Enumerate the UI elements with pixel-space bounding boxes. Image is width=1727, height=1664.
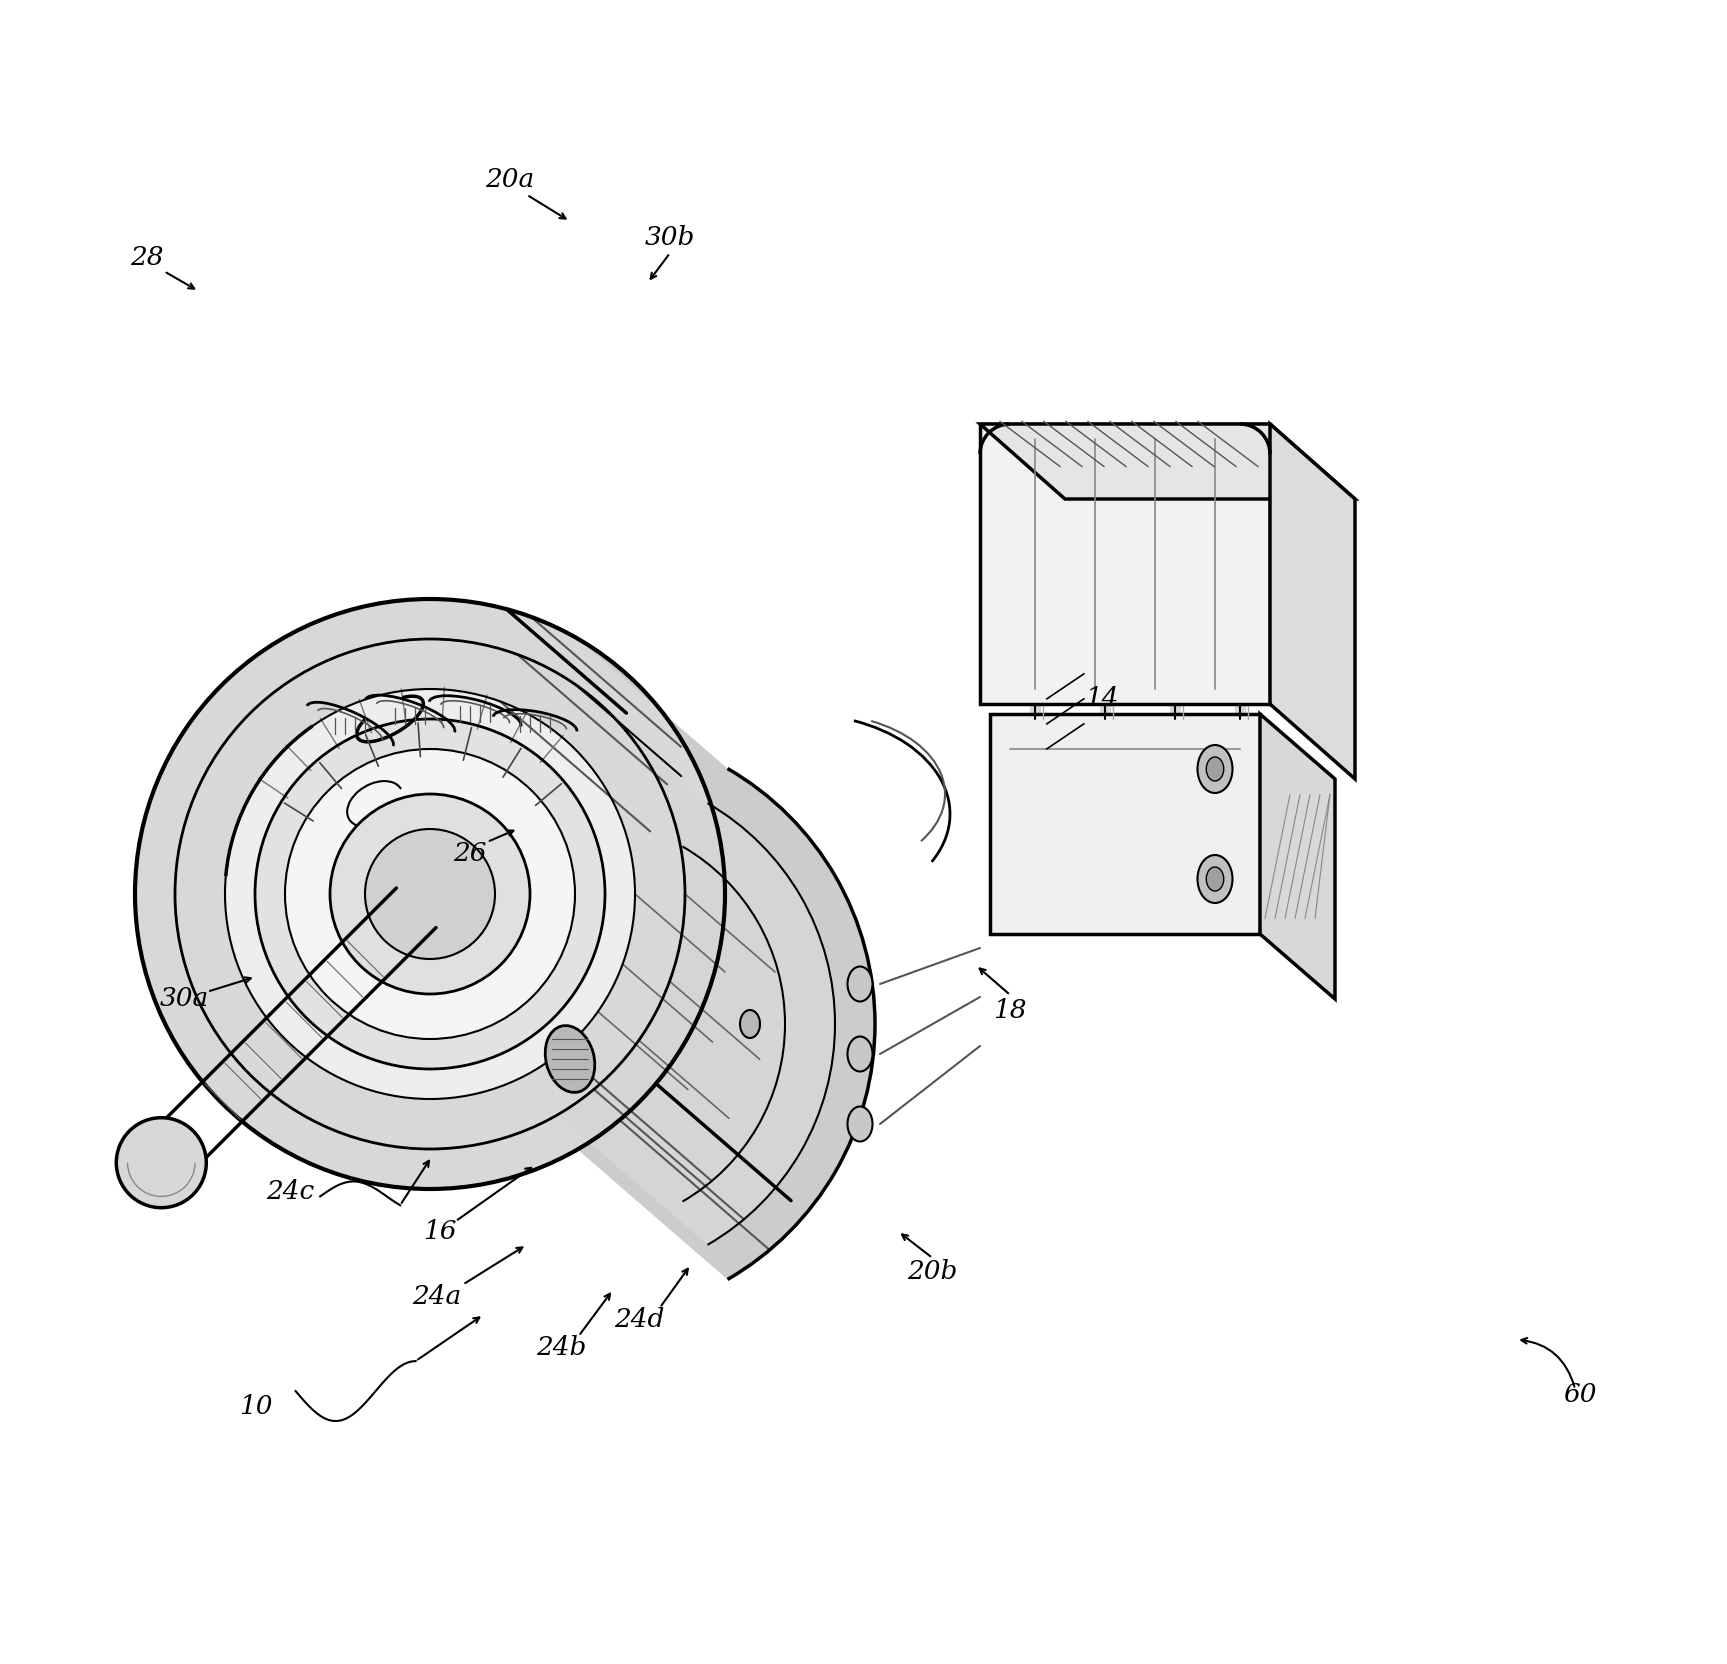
Text: 24c: 24c: [266, 1178, 314, 1205]
Polygon shape: [979, 424, 1356, 499]
Ellipse shape: [135, 599, 725, 1190]
Text: 10: 10: [238, 1393, 273, 1419]
Ellipse shape: [848, 1037, 872, 1072]
Polygon shape: [558, 674, 834, 1245]
Ellipse shape: [546, 1025, 594, 1093]
Text: 24d: 24d: [613, 1306, 665, 1333]
Polygon shape: [1269, 424, 1356, 779]
Text: 14: 14: [1085, 686, 1119, 712]
Polygon shape: [577, 639, 876, 1280]
Ellipse shape: [1197, 855, 1233, 904]
Text: 18: 18: [993, 997, 1028, 1023]
Ellipse shape: [848, 967, 872, 1002]
Text: 20a: 20a: [485, 166, 534, 193]
Ellipse shape: [1197, 745, 1233, 794]
Ellipse shape: [135, 599, 725, 1190]
Text: 24b: 24b: [535, 1335, 587, 1361]
Text: 60: 60: [1563, 1381, 1597, 1408]
Text: 30b: 30b: [644, 225, 696, 251]
Polygon shape: [1261, 714, 1335, 998]
Ellipse shape: [848, 1107, 872, 1142]
Ellipse shape: [256, 719, 604, 1068]
Text: 26: 26: [452, 840, 487, 867]
Ellipse shape: [1205, 757, 1224, 780]
Text: 28: 28: [130, 245, 164, 271]
Ellipse shape: [330, 794, 530, 993]
Text: 20b: 20b: [907, 1258, 958, 1285]
Text: 24a: 24a: [413, 1283, 461, 1310]
Text: 30a: 30a: [161, 985, 209, 1012]
Polygon shape: [990, 714, 1261, 934]
Ellipse shape: [1205, 867, 1224, 890]
Polygon shape: [979, 424, 1269, 704]
Text: 16: 16: [423, 1218, 458, 1245]
Ellipse shape: [225, 689, 636, 1098]
Ellipse shape: [116, 1118, 206, 1208]
Ellipse shape: [364, 829, 496, 958]
Ellipse shape: [285, 749, 575, 1038]
Ellipse shape: [739, 1010, 760, 1038]
